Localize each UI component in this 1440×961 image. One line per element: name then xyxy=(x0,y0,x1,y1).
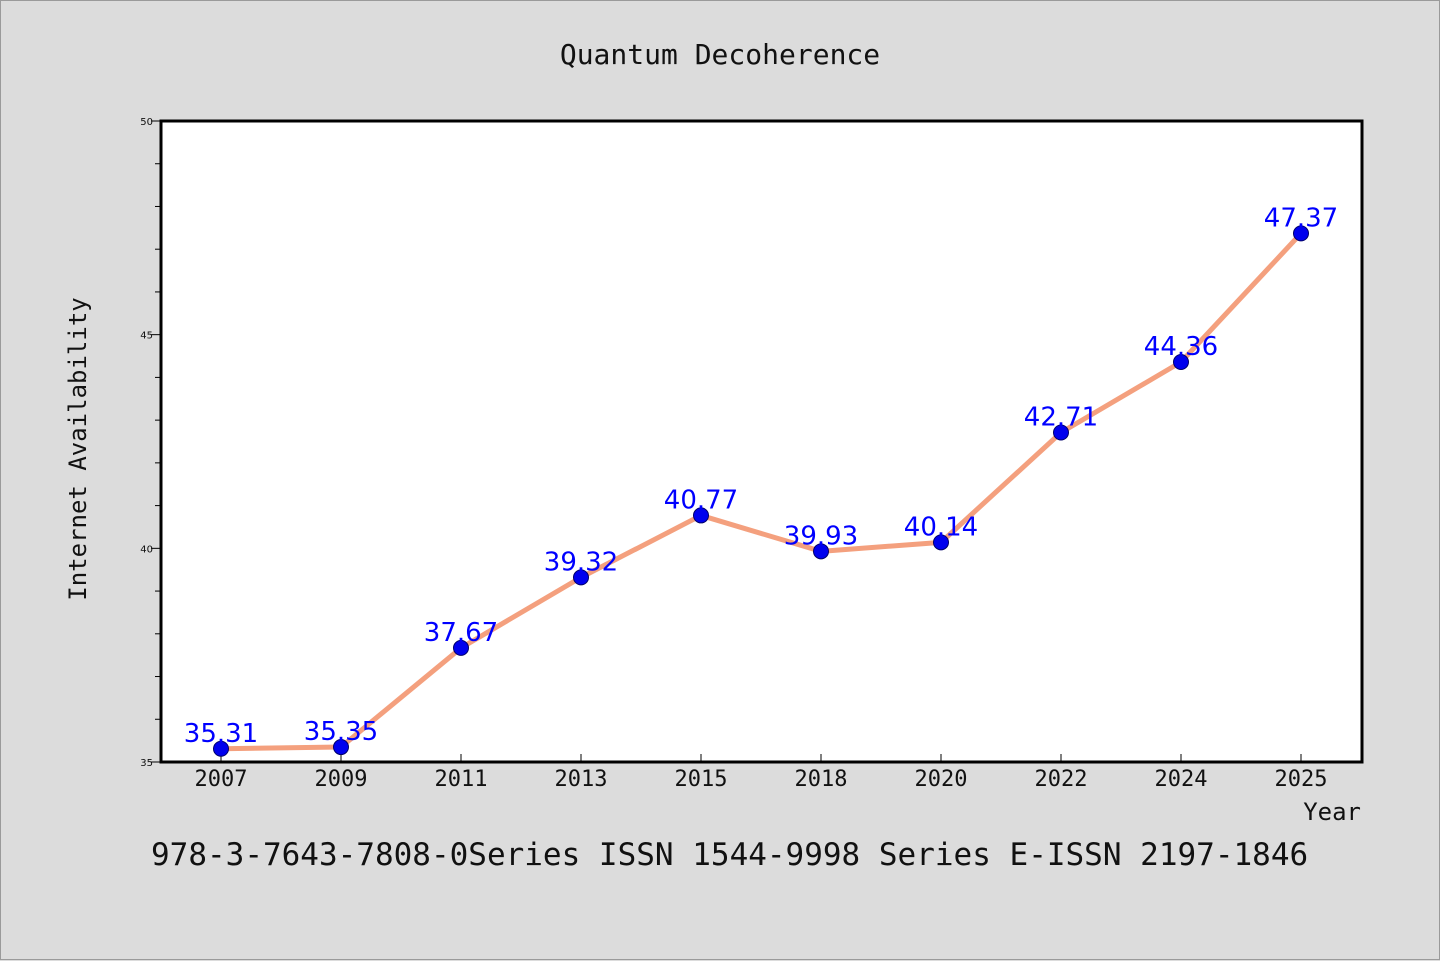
data-point xyxy=(1293,225,1309,242)
x-axis-ticks: 2007 2009 2011 2013 2015 2018 2020 2022 2024 2025 xyxy=(195,754,1328,792)
y-tick-label: 50 xyxy=(140,117,153,128)
x-tick-label: 2015 xyxy=(675,767,728,792)
y-tick-label: 40 xyxy=(140,544,153,555)
data-label: 35.35 xyxy=(304,717,378,747)
y-axis-ticks: 35 40 45 50 xyxy=(140,117,161,769)
data-label: 47.37 xyxy=(1264,203,1338,233)
data-point xyxy=(213,740,229,757)
x-tick-label: 2007 xyxy=(195,767,248,792)
footer-isbn-text: 978-3-7643-7808-0Series ISSN 1544-9998 S… xyxy=(151,837,1308,873)
data-label: 44.36 xyxy=(1144,332,1218,362)
x-tick-label: 2009 xyxy=(315,767,368,792)
x-tick-label: 2025 xyxy=(1275,767,1328,792)
x-tick-label: 2013 xyxy=(555,767,608,792)
y-tick-label: 35 xyxy=(140,758,153,769)
data-point xyxy=(333,739,349,756)
data-label: 35.31 xyxy=(184,719,258,749)
data-point xyxy=(693,507,709,524)
data-point xyxy=(933,534,949,551)
data-point xyxy=(1053,424,1069,441)
y-axis-label: Internet Availability xyxy=(64,297,92,600)
data-point xyxy=(813,543,829,560)
data-label: 40.77 xyxy=(664,485,738,515)
x-tick-label: 2011 xyxy=(435,767,488,792)
data-point xyxy=(1173,354,1189,371)
plot-area xyxy=(159,119,1364,764)
data-point xyxy=(453,639,469,656)
y-tick-label: 45 xyxy=(140,331,153,342)
data-label: 42.71 xyxy=(1024,403,1098,433)
x-tick-label: 2018 xyxy=(795,767,848,792)
chart-title: Quantum Decoherence xyxy=(560,38,880,71)
series-line xyxy=(220,231,1303,752)
x-tick-label: 2022 xyxy=(1035,767,1088,792)
data-label: 39.32 xyxy=(544,547,618,577)
data-point xyxy=(573,569,589,586)
x-tick-label: 2020 xyxy=(915,767,968,792)
series-layer: 35.31 35.35 37.67 39.32 40.77 39.93 40.14 42.71… xyxy=(184,203,1338,757)
x-axis-label: Year xyxy=(1303,798,1361,826)
x-tick-label: 2024 xyxy=(1155,767,1208,792)
data-label: 39.93 xyxy=(784,521,858,551)
data-label: 37.67 xyxy=(424,618,498,648)
data-label: 40.14 xyxy=(904,512,978,542)
